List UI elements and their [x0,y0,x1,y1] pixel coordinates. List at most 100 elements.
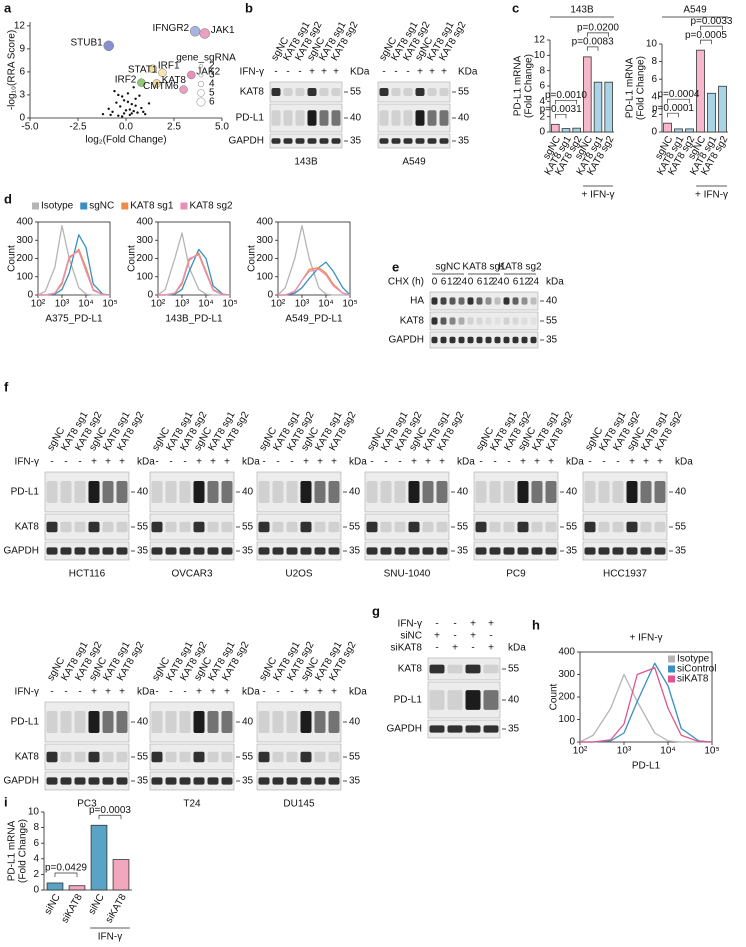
blot-band [151,751,163,763]
y-tick-label: 100 [136,271,153,282]
blot-band [74,751,86,763]
treatment-entry: + [425,457,431,468]
bar [593,81,603,133]
blot-strip [149,541,235,561]
row-label: KAT8 [398,664,423,675]
blot-band [394,547,406,555]
blot-band [431,297,438,305]
point-label: STAT1 [128,64,158,75]
legend-size [197,89,205,97]
x-tick-label: siKAT8 [104,892,129,925]
blot-band [102,521,114,533]
y-tick-label: 400 [256,217,273,228]
legend-swatch [121,202,129,210]
blot-band [116,521,128,533]
blot-strip [429,331,539,349]
comparison-bracket [586,46,599,51]
y-tick-label: 9 [19,44,25,55]
group-label: + IFN-γ [581,190,614,201]
plot-frame [157,221,231,296]
blot-band [612,547,624,555]
blot-band [272,547,284,555]
blot-band [489,521,501,533]
histogram-line [38,234,111,296]
blot-band [545,547,557,555]
x-axis-title: A375_PD-L1 [45,314,103,325]
blot-band [74,481,86,503]
data-point [122,99,126,102]
row-label: GAPDH [388,335,424,346]
size-marker: 35 [675,546,687,557]
legend-size [196,97,206,107]
x-tick-label: 10² [151,299,166,310]
blot-band [179,751,191,763]
treatment-entry: - [290,457,293,468]
treatment-entry: - [471,643,474,654]
treatment-entry: - [616,457,619,468]
size-marker: 40 [137,487,149,498]
blot-band [179,547,191,555]
blot-band [467,317,474,325]
point-label: CMTM6 [143,81,179,92]
x-tick-label: 0.0 [119,122,133,133]
treatment-entry: - [64,687,67,698]
size-marker: 35 [546,335,558,346]
data-point [134,104,137,107]
blot-band [521,297,528,305]
blot-band [300,751,312,763]
blot-band [88,711,100,733]
blot-band [221,751,233,763]
p-value: p=0.0033 [691,16,733,27]
treatment-entry: 24 [528,277,540,288]
legend-label: siControl [677,664,716,675]
blot-band [475,521,487,533]
y-tick-label: 10 [28,807,40,818]
treatment-entry: + [303,457,309,468]
size-marker: 55 [350,87,362,98]
treatment-entry: - [588,457,591,468]
blot-band [286,521,298,533]
size-marker: 40 [566,487,578,498]
blot-band [654,481,666,503]
row-label: KAT8 [15,752,40,763]
treatment-label: siNC [400,631,422,642]
row-label: PD-L1 [394,695,423,706]
point-label: JAK2 [196,67,220,78]
y-tick-label: 8 [651,56,657,67]
treatment-entry: + [309,67,315,78]
panel-label: g [372,603,380,618]
blot-band [151,521,163,533]
blot-band [465,690,481,710]
size-marker: 55 [508,664,520,675]
size-marker: 35 [242,776,254,787]
blot-band [179,481,191,503]
x-tick-label: 10⁴ [660,746,675,757]
legend-label: Isotype [41,201,74,212]
chart-title: 143B [570,5,594,16]
x-tick-label: siNC [43,892,63,916]
blot-band [179,711,191,733]
treatment-entry: 0 [504,277,510,288]
y-tick-label: 8 [539,65,545,76]
blot-band [422,547,434,555]
blot-band [102,751,114,763]
size-marker: 35 [137,546,149,557]
blot-band [307,138,317,144]
blot-band [102,481,114,503]
blot-strip [429,311,539,331]
blot-band [272,521,284,533]
y-tick-label: 12 [534,35,546,46]
treatment-label: IFN-γ [15,687,39,698]
data-point [187,70,196,80]
y-tick-label: 4 [651,91,657,102]
p-value: p=0.0003 [89,805,131,816]
treatment-entry: - [384,457,387,468]
p-value: p=0.0083 [572,37,614,48]
y-tick-label: 400 [16,217,33,228]
blot-band [584,521,596,533]
y-axis-title: (Fold Change) [636,56,647,120]
blot-band [60,751,72,763]
histogram-line [278,268,351,296]
blot-band [286,547,298,555]
